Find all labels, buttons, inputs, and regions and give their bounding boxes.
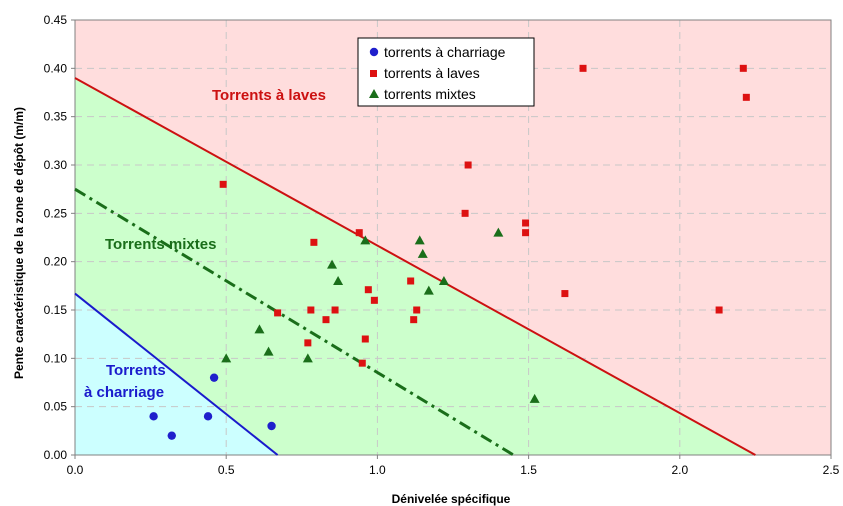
point-laves (274, 309, 282, 317)
point-laves (331, 306, 339, 314)
x-tick-label: 1.5 (520, 463, 537, 477)
point-laves (361, 335, 369, 343)
y-tick-label: 0.35 (44, 110, 68, 124)
legend: torrents à charriage torrents à laves to… (357, 37, 535, 107)
point-laves (355, 229, 363, 237)
y-tick-label: 0.40 (44, 61, 68, 75)
point-laves (322, 316, 330, 324)
plot-frame (74, 19, 832, 456)
point-mixtes (493, 227, 504, 237)
y-tick-label: 0.30 (44, 158, 68, 172)
zone-label-charriage-line2: à charriage (84, 384, 164, 401)
point-laves (307, 306, 315, 314)
point-mixtes (417, 248, 428, 258)
point-mixtes (423, 285, 434, 295)
point-laves (742, 93, 750, 101)
legend-label-mixtes: torrents mixtes (384, 86, 476, 102)
point-mixtes (333, 276, 344, 285)
y-tick-label: 0.45 (44, 13, 68, 27)
legend-marker-mixtes (369, 89, 379, 98)
point-mixtes (360, 235, 371, 245)
point-laves (410, 316, 418, 324)
x-tick-label: 2.5 (823, 463, 840, 477)
point-laves (370, 296, 378, 304)
zone-label-charriage-line1: Torrents (106, 362, 166, 379)
point-laves (561, 290, 569, 298)
legend-marker-charriage (369, 47, 379, 57)
point-mixtes (327, 259, 338, 269)
point-laves (310, 238, 318, 246)
legend-box (357, 37, 535, 107)
point-mixtes (302, 353, 313, 363)
point-mixtes (438, 276, 449, 285)
points-layer (149, 64, 750, 440)
point-mixtes (263, 346, 274, 356)
point-charriage (203, 412, 213, 421)
point-charriage (209, 373, 219, 382)
y-tick-label: 0.05 (44, 400, 68, 414)
y-tick-label: 0.25 (44, 206, 68, 220)
x-axis-title: Dénivelée spécifique (392, 492, 511, 506)
y-tick-label: 0.20 (44, 255, 68, 269)
point-charriage (167, 431, 176, 440)
point-laves (464, 161, 472, 169)
point-charriage (267, 421, 276, 431)
point-mixtes (254, 324, 265, 334)
legend-marker-laves (370, 70, 377, 77)
boundary-line-limit-mixtes (74, 187, 515, 457)
point-laves (219, 180, 227, 188)
boundary-line-limit-laves (74, 77, 756, 456)
point-laves (522, 219, 530, 227)
point-mixtes (414, 235, 425, 245)
point-laves (579, 64, 587, 72)
point-laves (739, 64, 747, 72)
point-charriage (149, 412, 158, 421)
point-mixtes (529, 393, 540, 403)
x-tick-label: 2.0 (671, 463, 688, 477)
y-tick-label: 0.00 (44, 448, 68, 462)
y-tick-label: 0.10 (44, 351, 68, 365)
point-laves (522, 229, 530, 237)
y-axis-title: Pente caractéristique de la zone de dépô… (12, 107, 26, 379)
x-tick-label: 1.0 (369, 463, 386, 477)
point-laves (358, 359, 366, 367)
zone-label-laves: Torrents à laves (212, 87, 326, 104)
ticks-layer: 0.00 0.05 0.10 0.15 0.20 0.25 0.30 0.35 0.40 0.45… (44, 13, 840, 477)
x-tick-label: 0.0 (67, 463, 84, 477)
point-laves (364, 286, 372, 294)
boundary-lines-layer (74, 77, 756, 457)
point-mixtes (221, 353, 232, 363)
legend-label-laves: torrents à laves (384, 65, 480, 81)
y-tick-label: 0.15 (44, 303, 68, 317)
point-laves (407, 277, 415, 285)
point-laves (413, 306, 421, 314)
zone-label-mixtes: Torrents mixtes (105, 236, 216, 253)
legend-label-charriage: torrents à charriage (384, 44, 506, 60)
point-laves (461, 209, 469, 217)
point-laves (715, 306, 723, 314)
point-laves (304, 339, 312, 347)
x-tick-label: 0.5 (218, 463, 235, 477)
boundary-line-limit-charriage (74, 292, 279, 456)
